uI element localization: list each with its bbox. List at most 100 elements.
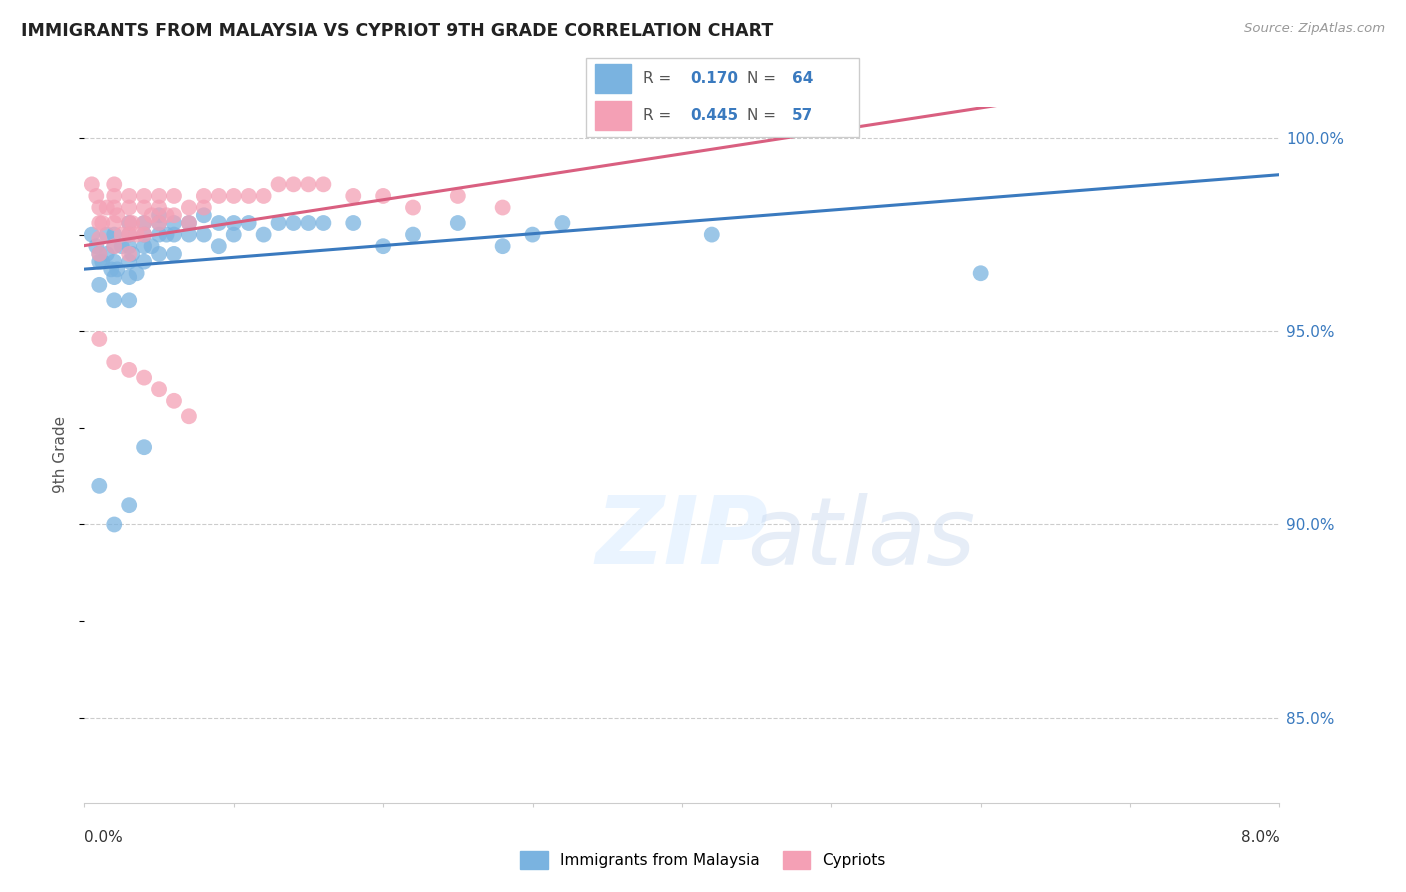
Point [118,363,141,377]
Point [283,178,305,192]
Point [283,216,305,230]
Point [103,517,125,532]
Point [522,227,544,242]
Point [312,216,335,230]
Point [125,266,148,280]
Point [163,208,186,222]
Text: 8.0%: 8.0% [1240,830,1279,845]
Point [96,201,118,215]
Point [148,247,170,261]
Point [148,208,170,222]
Point [80,178,103,192]
Point [492,201,515,215]
Point [132,440,156,454]
Point [132,201,156,215]
Point [148,216,170,230]
Point [103,227,125,242]
Point [253,189,276,203]
Point [193,227,215,242]
Point [96,227,118,242]
Point [86,239,108,253]
Point [118,270,141,285]
Point [103,239,125,253]
Point [208,189,231,203]
Point [100,262,122,277]
Text: 0.445: 0.445 [690,108,738,123]
Point [297,178,319,192]
Point [103,293,125,308]
Point [177,201,200,215]
Point [148,227,170,242]
Y-axis label: 9th Grade: 9th Grade [53,417,69,493]
Point [141,208,163,222]
Point [89,332,111,346]
Bar [595,102,631,130]
Point [105,262,128,277]
Point [132,370,156,384]
Point [208,216,231,230]
Point [267,216,290,230]
Point [193,189,215,203]
Point [118,227,141,242]
Text: R =: R = [643,71,676,87]
Point [118,201,141,215]
Point [118,216,141,230]
Text: R =: R = [643,108,676,123]
Point [969,266,991,280]
Point [89,254,111,268]
Point [118,239,141,253]
Point [86,189,108,203]
Point [177,216,200,230]
Point [132,254,156,268]
Point [132,189,156,203]
Point [118,189,141,203]
Point [132,227,156,242]
Point [89,201,111,215]
Point [238,216,260,230]
Point [371,239,394,253]
Point [103,270,125,285]
Point [111,227,134,242]
Point [193,208,215,222]
Point [89,247,111,261]
Point [253,227,276,242]
Point [132,216,156,230]
Point [177,227,200,242]
Point [121,247,143,261]
Point [297,216,319,230]
Point [103,254,125,268]
Point [155,227,177,242]
Point [447,189,470,203]
Text: 0.0%: 0.0% [84,830,124,845]
Text: 57: 57 [792,108,813,123]
Point [141,239,163,253]
Point [342,189,364,203]
Point [148,382,170,396]
Point [132,216,156,230]
Point [103,189,125,203]
Point [371,189,394,203]
Point [222,189,245,203]
Text: 64: 64 [792,71,813,87]
Text: N =: N = [747,71,780,87]
Point [177,409,200,424]
Point [89,216,111,230]
Point [163,393,186,408]
Point [163,247,186,261]
Point [105,208,128,222]
Point [118,293,141,308]
Point [118,498,141,512]
Point [148,189,170,203]
Point [163,216,186,230]
Point [132,227,156,242]
Point [342,216,364,230]
Point [222,216,245,230]
Point [103,216,125,230]
Point [121,216,143,230]
Point [163,227,186,242]
Point [402,227,425,242]
Text: N =: N = [747,108,780,123]
Point [89,479,111,493]
Point [208,239,231,253]
Point [447,216,470,230]
